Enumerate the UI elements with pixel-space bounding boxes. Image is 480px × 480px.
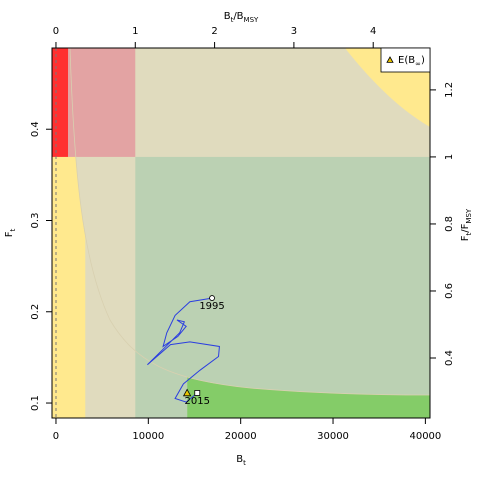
regions	[52, 48, 430, 418]
x-tick-label: 0	[53, 431, 59, 442]
x2-tick-label: 0	[53, 26, 59, 37]
marks: 1995 2015	[147, 295, 225, 407]
start-label: 1995	[199, 301, 224, 312]
x-axis-label-part: t	[243, 459, 246, 467]
x-tick-label: 10000	[132, 431, 164, 442]
y-axis-label: Ft	[4, 228, 17, 237]
x2-tick-label: 3	[291, 26, 297, 37]
point	[182, 388, 192, 397]
y2-axis-label: Ft/FMSY	[460, 208, 473, 241]
x-tick-label: 40000	[409, 431, 441, 442]
curve	[69, 48, 430, 396]
x2-axis-label-part: MSY	[244, 16, 259, 24]
y2-tick-label: 1	[444, 154, 455, 160]
region-critical	[52, 48, 68, 157]
y-tick-label: 0.2	[30, 304, 41, 320]
region-healthy	[135, 156, 430, 418]
y2-axis-label-part: MSY	[465, 208, 473, 223]
x2-tick-label: 1	[132, 26, 138, 37]
x2-axis-label-part: B	[224, 11, 231, 22]
x2-tick-label: 2	[211, 26, 217, 37]
x-tick-label: 20000	[225, 431, 257, 442]
x2-axis-label-part: t	[231, 16, 234, 24]
x-tick-label: 30000	[317, 431, 349, 442]
y-tick-label: 0.4	[30, 121, 41, 137]
region-overfished	[68, 48, 136, 157]
y2-tick-label: 0.8	[444, 216, 455, 232]
y2-tick-label: 1.2	[444, 82, 455, 98]
legend-label: E(B∞)	[398, 55, 425, 68]
trajectory	[147, 297, 220, 403]
x-axis-label: Bt	[236, 454, 246, 467]
start-point	[209, 295, 215, 301]
end-label: 2015	[185, 396, 210, 407]
x2-axis-label-part: /B	[233, 11, 243, 22]
legend-marker	[386, 56, 394, 63]
legend-label-part: ∞	[415, 60, 421, 68]
x-axis-label-part: B	[236, 454, 243, 465]
y2-axis-label-part: F	[460, 235, 471, 241]
x2-tick-label: 4	[370, 26, 376, 37]
y2-axis-label-part: /F	[460, 223, 471, 232]
y-tick-label: 0.3	[30, 213, 41, 229]
y-axis-label-part: t	[9, 228, 17, 231]
y2-tick-label: 0.4	[444, 350, 455, 366]
legend-label-part: E(B	[398, 55, 415, 66]
legend-label-part: )	[421, 55, 425, 66]
y-axis-label-part: F	[4, 231, 15, 237]
end-point	[194, 390, 201, 396]
y2-axis-label-part: t	[465, 232, 473, 235]
y2-tick-label: 0.6	[444, 283, 455, 299]
x2-axis-label: Bt/BMSY	[224, 11, 259, 24]
y-tick-label: 0.1	[30, 395, 41, 411]
